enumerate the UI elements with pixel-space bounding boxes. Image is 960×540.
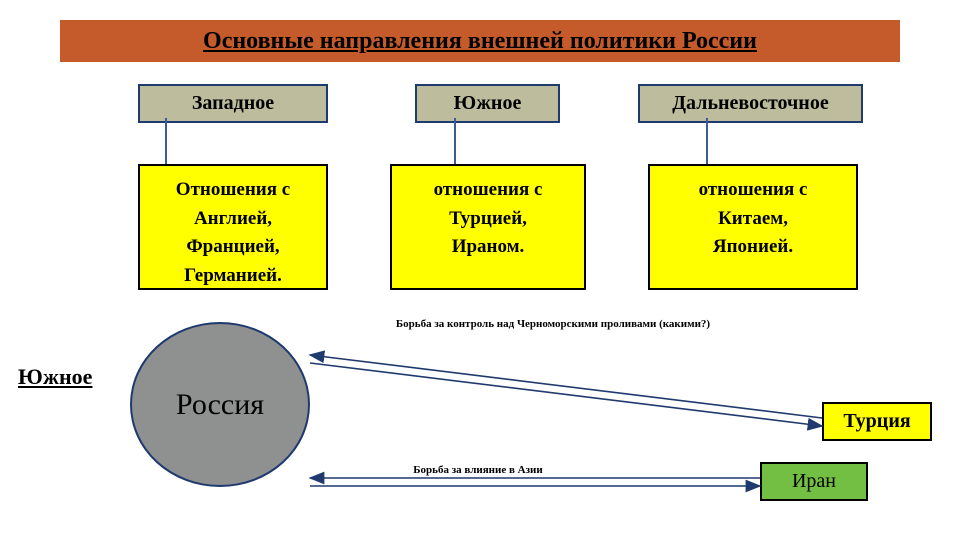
page-title: Основные направления внешней политики Ро…	[203, 28, 757, 55]
arrow-label-straits: Борьба за контроль над Черноморскими про…	[388, 318, 718, 330]
turkey-node: Турция	[822, 402, 932, 441]
connector-south	[454, 118, 456, 164]
detail-fareast-line1: отношения с	[658, 176, 848, 205]
detail-fareast-line3: Японией.	[658, 233, 848, 262]
connector-fareast	[706, 118, 708, 164]
detail-fareast: отношения с Китаем, Японией.	[648, 164, 858, 290]
arrow-label-asia: Борьба за влияние в Азии	[363, 464, 593, 476]
direction-fareast: Дальневосточное	[638, 84, 863, 123]
detail-fareast-line2: Китаем,	[658, 205, 848, 234]
section-label-south: Южное	[18, 364, 92, 390]
title-bar: Основные направления внешней политики Ро…	[60, 20, 900, 62]
detail-south: отношения с Турцией, Ираном.	[390, 164, 586, 290]
detail-west: Отношения с Англией, Францией, Германией…	[138, 164, 328, 290]
connector-west	[165, 118, 167, 164]
direction-south: Южное	[415, 84, 560, 123]
russia-label: Россия	[176, 388, 264, 422]
iran-node: Иран	[760, 462, 868, 501]
detail-south-line2: Турцией,	[400, 205, 576, 234]
detail-south-line3: Ираном.	[400, 233, 576, 262]
detail-south-line1: отношения с	[400, 176, 576, 205]
russia-node: Россия	[130, 322, 310, 487]
